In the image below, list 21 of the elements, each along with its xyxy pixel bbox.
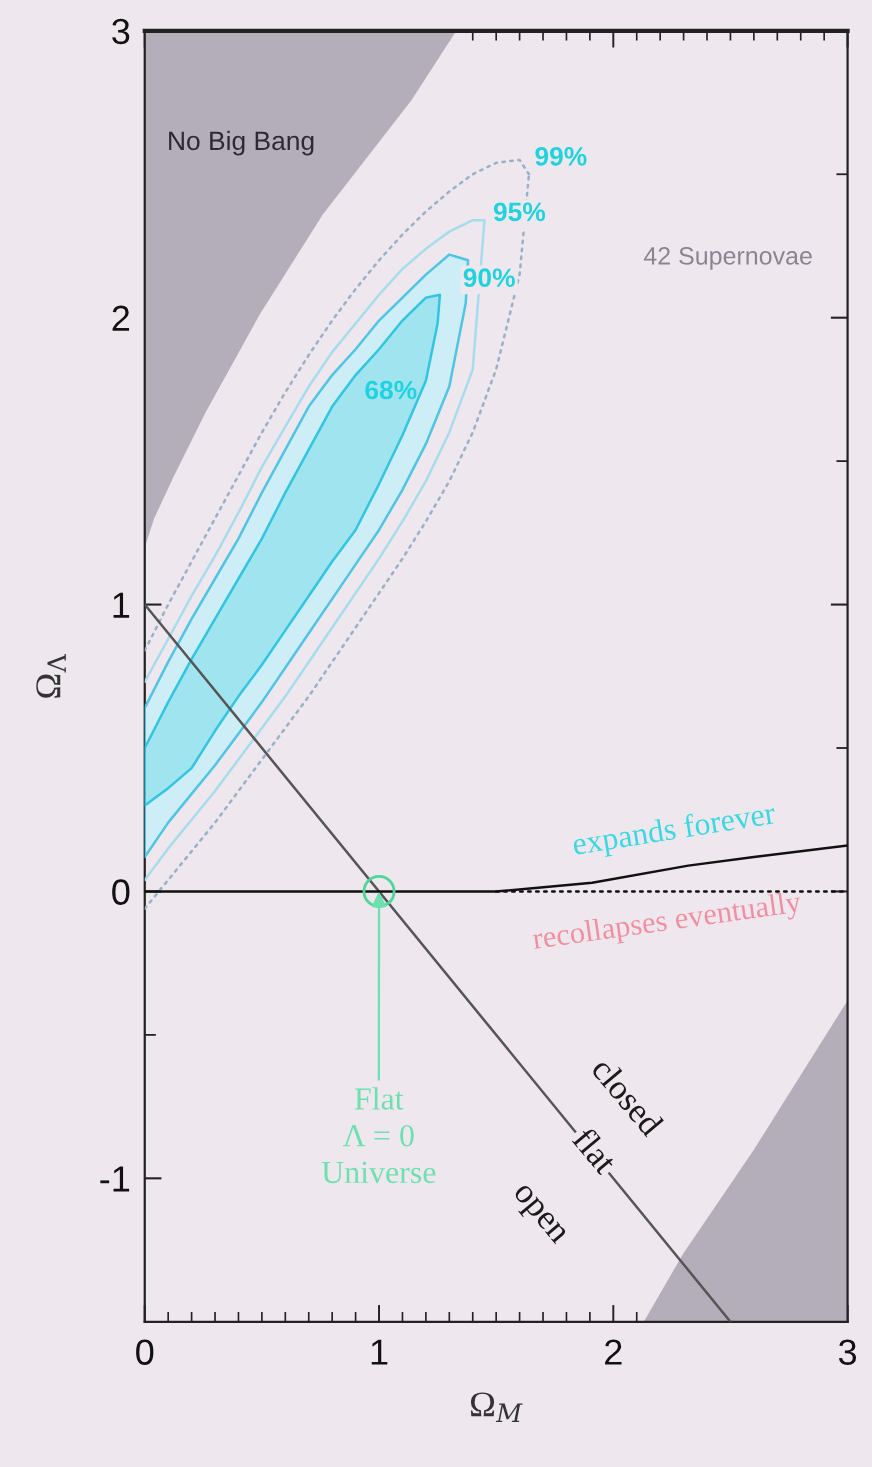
x-tick-label: 3 xyxy=(838,1339,857,1365)
annotation: 90% xyxy=(463,268,515,288)
annotation: expands forever xyxy=(571,800,778,862)
y-axis-title: Ω$_{Λ}$ xyxy=(36,653,66,698)
y-tick-label: 2 xyxy=(112,305,130,331)
y-tick-label: -1 xyxy=(100,1166,130,1192)
x-tick-label: 1 xyxy=(371,1339,388,1365)
annotation: Flat Λ = 0 Universe xyxy=(321,1087,436,1184)
annotation: 99% xyxy=(535,147,587,166)
x-tick-label: 2 xyxy=(605,1339,622,1365)
y-tick-label: 3 xyxy=(112,18,130,45)
annotation: 95% xyxy=(493,202,546,222)
annotation: recollapses eventually xyxy=(531,890,803,956)
annotation: open xyxy=(507,1183,568,1249)
x-axis-title: Ω$_{M}$ xyxy=(470,1392,523,1422)
y-tick-label: 1 xyxy=(113,592,130,618)
annotation: 42 Supernovae xyxy=(643,247,812,270)
annotation: No Big Bang xyxy=(169,130,314,156)
y-tick-label: 0 xyxy=(112,879,130,905)
annotation: 68% xyxy=(365,380,417,400)
x-tick-label: 0 xyxy=(136,1339,154,1365)
